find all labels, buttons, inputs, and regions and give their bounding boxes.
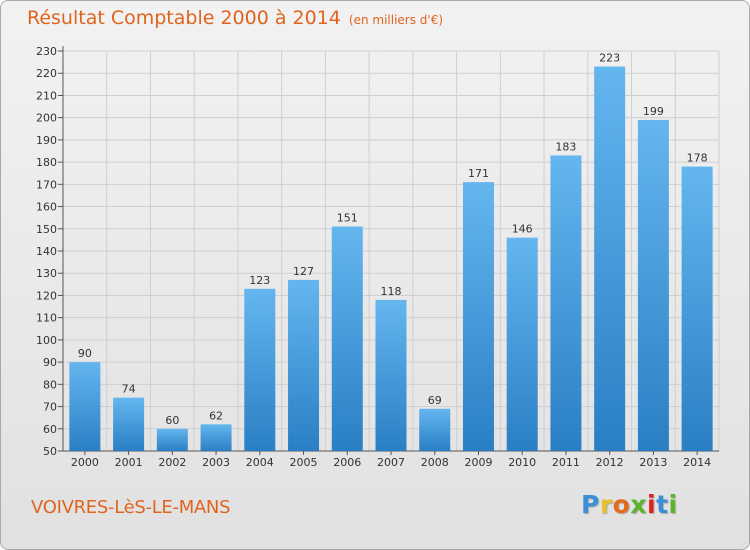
logo-letter: i bbox=[668, 490, 678, 519]
y-tick-label: 120 bbox=[36, 289, 57, 302]
x-tick-labels: 2000 2001 2002 2003 2004 2005 2006 2007 2008 2009… bbox=[71, 456, 711, 469]
bar bbox=[550, 155, 582, 451]
data-label: 151 bbox=[337, 212, 358, 225]
y-tick-label: 80 bbox=[43, 378, 57, 391]
y-tick-label: 130 bbox=[36, 267, 57, 280]
data-label: 146 bbox=[512, 223, 533, 236]
data-label: 171 bbox=[468, 167, 489, 180]
logo-letter: r bbox=[599, 490, 613, 519]
x-tick-label: 2010 bbox=[508, 456, 536, 469]
data-labels: 90 74 60 62 123 127 151 118 69 171 146 183 223 199 178 bbox=[78, 52, 708, 427]
y-tick-label: 220 bbox=[36, 67, 57, 80]
data-label: 123 bbox=[249, 274, 270, 287]
y-tick-label: 230 bbox=[36, 45, 57, 58]
bar bbox=[288, 279, 320, 451]
y-tick-label: 100 bbox=[36, 334, 57, 347]
bar bbox=[419, 408, 451, 451]
data-label: 60 bbox=[165, 414, 179, 427]
data-label: 127 bbox=[293, 265, 314, 278]
x-tick-label: 2002 bbox=[158, 456, 186, 469]
y-tick-label: 70 bbox=[43, 401, 57, 414]
data-label: 62 bbox=[209, 409, 223, 422]
bar bbox=[594, 66, 626, 452]
bar bbox=[506, 237, 538, 451]
bar bbox=[375, 299, 407, 451]
bar bbox=[244, 288, 276, 451]
logo-letter: i bbox=[647, 490, 657, 519]
unit-label: (en milliers d'€) bbox=[348, 13, 444, 27]
x-tick-label: 2014 bbox=[683, 456, 711, 469]
bar bbox=[200, 424, 232, 451]
data-label: 183 bbox=[555, 140, 576, 153]
bar bbox=[113, 397, 145, 451]
y-tick-label: 90 bbox=[43, 356, 57, 369]
x-tick-label: 2001 bbox=[115, 456, 143, 469]
x-tick-label: 2013 bbox=[639, 456, 667, 469]
y-tick-label: 50 bbox=[43, 445, 57, 458]
x-tick-label: 2009 bbox=[464, 456, 492, 469]
y-tick-label: 210 bbox=[36, 89, 57, 102]
data-label: 74 bbox=[122, 383, 136, 396]
x-tick-label: 2007 bbox=[377, 456, 405, 469]
bars bbox=[69, 66, 713, 452]
logo-letter: P bbox=[581, 490, 600, 519]
y-tick-labels: 50 60 70 80 90 100 110 120 130 140 150 160 170 180 190… bbox=[36, 45, 57, 458]
bar bbox=[331, 226, 363, 451]
bar bbox=[462, 182, 494, 451]
x-tick-label: 2005 bbox=[290, 456, 318, 469]
logo-letter: o bbox=[612, 490, 631, 519]
y-tick-label: 140 bbox=[36, 245, 57, 258]
y-tick-label: 180 bbox=[36, 156, 57, 169]
x-tick-label: 2011 bbox=[552, 456, 580, 469]
y-tick-label: 190 bbox=[36, 134, 57, 147]
data-label: 223 bbox=[599, 52, 620, 65]
logo-letter: t bbox=[656, 490, 669, 519]
y-tick-label: 160 bbox=[36, 201, 57, 214]
data-label: 178 bbox=[687, 152, 708, 165]
location-name: VOIVRES-LèS-LE-MANS bbox=[31, 497, 231, 518]
data-label: 69 bbox=[428, 394, 442, 407]
y-tick-label: 110 bbox=[36, 312, 57, 325]
chart-title: Résultat Comptable 2000 à 2014 (en millie… bbox=[27, 7, 443, 29]
data-label: 118 bbox=[381, 285, 402, 298]
y-tick-label: 170 bbox=[36, 178, 57, 191]
bar bbox=[156, 428, 188, 451]
x-tick-label: 2004 bbox=[246, 456, 274, 469]
logo-letter: x bbox=[630, 490, 647, 519]
bar bbox=[69, 362, 101, 451]
x-tick-label: 2008 bbox=[421, 456, 449, 469]
data-label: 199 bbox=[643, 105, 664, 118]
title-text: Résultat Comptable 2000 à 2014 bbox=[27, 7, 341, 29]
y-tick-label: 150 bbox=[36, 223, 57, 236]
proxiti-logo: Proxiti bbox=[581, 490, 678, 519]
x-tick-label: 2012 bbox=[596, 456, 624, 469]
bar bbox=[637, 119, 669, 451]
x-tick-label: 2003 bbox=[202, 456, 230, 469]
bar bbox=[681, 166, 713, 452]
x-tick-label: 2000 bbox=[71, 456, 99, 469]
y-tick-label: 200 bbox=[36, 112, 57, 125]
x-tick-label: 2006 bbox=[333, 456, 361, 469]
data-label: 90 bbox=[78, 347, 92, 360]
y-tick-label: 60 bbox=[43, 423, 57, 436]
